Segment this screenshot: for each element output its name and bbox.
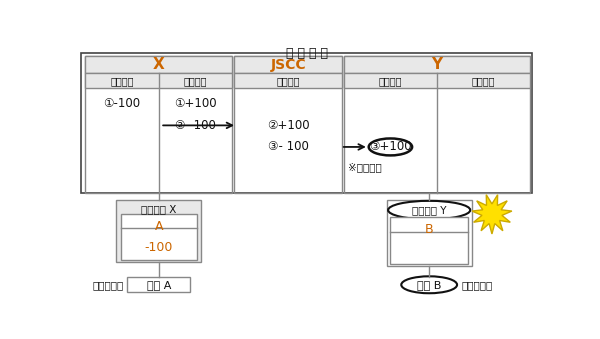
Text: ①-100: ①-100	[103, 97, 140, 110]
Text: 顧客 A: 顧客 A	[146, 280, 171, 290]
Text: （買委託）: （買委託）	[462, 280, 493, 290]
Bar	[81, 53, 532, 193]
Bar	[234, 73, 343, 88]
Polygon shape	[472, 195, 512, 234]
Bar	[85, 56, 232, 193]
Text: 証券会社 Y: 証券会社 Y	[412, 205, 446, 215]
Text: ②- 100: ②- 100	[175, 119, 216, 132]
Text: ①+100: ①+100	[174, 97, 217, 110]
Text: ※買付証券: ※買付証券	[348, 162, 382, 172]
Bar	[116, 200, 202, 262]
Text: ②+100: ②+100	[267, 119, 310, 132]
Bar	[344, 56, 530, 73]
Bar	[121, 214, 197, 260]
Bar	[391, 217, 468, 264]
Bar	[344, 56, 530, 193]
Text: ③+100: ③+100	[369, 140, 412, 154]
Bar	[344, 73, 530, 88]
Text: A: A	[154, 220, 163, 233]
Text: X: X	[153, 57, 164, 72]
Text: 自己口座: 自己口座	[184, 76, 207, 86]
Text: 顧客 B: 顧客 B	[417, 280, 442, 290]
Text: 自己口座: 自己口座	[277, 76, 300, 86]
Text: B: B	[425, 223, 433, 236]
Text: 自己口座: 自己口座	[379, 76, 402, 86]
Bar	[234, 56, 343, 73]
Text: ③- 100: ③- 100	[268, 140, 308, 154]
Text: 保 振 機 構: 保 振 機 構	[286, 47, 328, 60]
Text: -100: -100	[145, 241, 173, 254]
Text: （売委託）: （売委託）	[92, 280, 124, 290]
Bar	[127, 277, 190, 293]
Text: 顧客口座: 顧客口座	[110, 76, 134, 86]
Bar	[234, 56, 343, 193]
Bar	[85, 73, 232, 88]
Text: 証券会社 X: 証券会社 X	[141, 204, 176, 214]
Text: JSCC: JSCC	[271, 58, 306, 72]
Text: Y: Y	[431, 57, 442, 72]
Text: 顧客口座: 顧客口座	[472, 76, 495, 86]
Bar	[386, 200, 472, 265]
Bar	[85, 56, 232, 73]
